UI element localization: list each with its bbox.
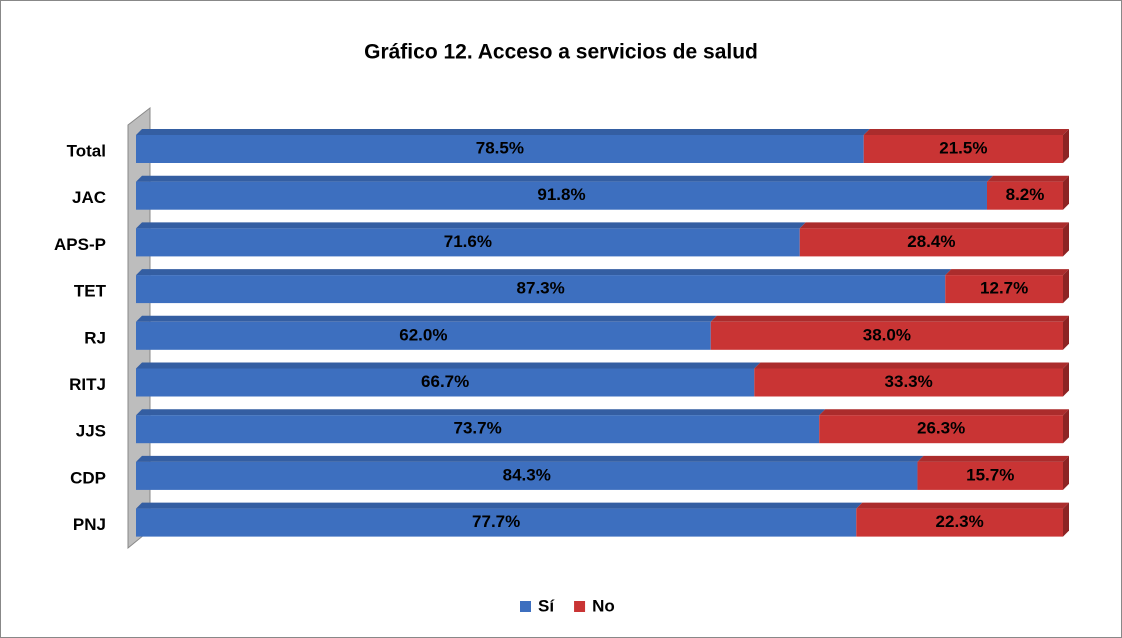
data-label: 84.3%: [503, 465, 551, 484]
bar-top: [986, 175, 1069, 182]
bar: [136, 461, 918, 490]
bar-side: [1063, 315, 1069, 350]
legend-label: No: [592, 596, 615, 615]
bar-top: [799, 222, 1069, 229]
bar: [863, 135, 1063, 163]
y-tick-label: JAC: [72, 188, 106, 207]
bar: [917, 461, 1063, 490]
bar-top: [710, 315, 1069, 322]
bar: [754, 368, 1063, 397]
bar: [136, 228, 800, 257]
y-tick-label: RITJ: [69, 375, 106, 394]
bar: [136, 275, 946, 304]
bar-top: [917, 455, 1069, 462]
bar: [136, 135, 864, 163]
bar: [710, 321, 1063, 350]
bar: [799, 228, 1063, 257]
legend-label: Sí: [538, 596, 555, 615]
bar-side: [1063, 129, 1069, 163]
data-label: 15.7%: [966, 465, 1014, 484]
bar-side: [1063, 502, 1069, 537]
data-label: 87.3%: [517, 279, 565, 298]
data-label: 38.0%: [863, 325, 911, 344]
data-label: 77.7%: [472, 512, 520, 531]
bar-top: [136, 409, 826, 416]
bar-top: [945, 269, 1069, 276]
bar-side: [1063, 222, 1069, 257]
data-label: 8.2%: [1006, 185, 1045, 204]
bar: [819, 415, 1063, 444]
data-label: 28.4%: [907, 232, 955, 251]
bar-top: [136, 362, 761, 369]
bar: [136, 181, 987, 210]
data-label: 21.5%: [939, 138, 987, 157]
legend-swatch: [520, 601, 531, 612]
bar-top: [136, 222, 806, 229]
bar-top: [863, 129, 1069, 135]
data-label: 66.7%: [421, 372, 469, 391]
bar-side: [1063, 175, 1069, 210]
data-label: 26.3%: [917, 419, 965, 438]
data-label: 33.3%: [885, 372, 933, 391]
bar-top: [754, 362, 1069, 369]
legend-swatch: [574, 601, 586, 612]
bar-top: [136, 455, 924, 462]
bar: [136, 368, 755, 397]
bar-side: [1063, 409, 1069, 444]
data-label: 12.7%: [980, 279, 1028, 298]
data-label: 22.3%: [936, 512, 984, 531]
bar-top: [136, 315, 717, 322]
bar: [986, 181, 1063, 210]
bar-top: [136, 175, 993, 182]
bar-side: [1063, 455, 1069, 490]
data-label: 62.0%: [399, 325, 447, 344]
y-tick-label: CDP: [70, 468, 106, 487]
bar: [856, 508, 1063, 537]
bar: [136, 508, 857, 537]
bar: [136, 321, 711, 350]
bar: [136, 415, 820, 444]
bar-side: [1063, 362, 1069, 397]
y-tick-label: JJS: [76, 422, 106, 441]
chart-title: Gráfico 12. Acceso a servicios de salud: [364, 41, 758, 64]
data-label: 73.7%: [453, 419, 501, 438]
bar-top: [136, 502, 863, 509]
y-tick-label: RJ: [84, 328, 106, 347]
y-tick-label: PNJ: [73, 515, 106, 534]
data-label: 91.8%: [537, 185, 585, 204]
y-tick-label: APS-P: [54, 235, 106, 254]
bar-top: [856, 502, 1069, 509]
data-label: 71.6%: [444, 232, 492, 251]
bar-top: [136, 269, 952, 276]
bar-top: [136, 129, 870, 135]
bar-side: [1063, 269, 1069, 304]
y-tick-label: TET: [74, 282, 107, 301]
data-label: 78.5%: [476, 138, 524, 157]
y-tick-label: Total: [67, 141, 106, 160]
bar: [945, 275, 1063, 304]
bar-top: [819, 409, 1069, 416]
